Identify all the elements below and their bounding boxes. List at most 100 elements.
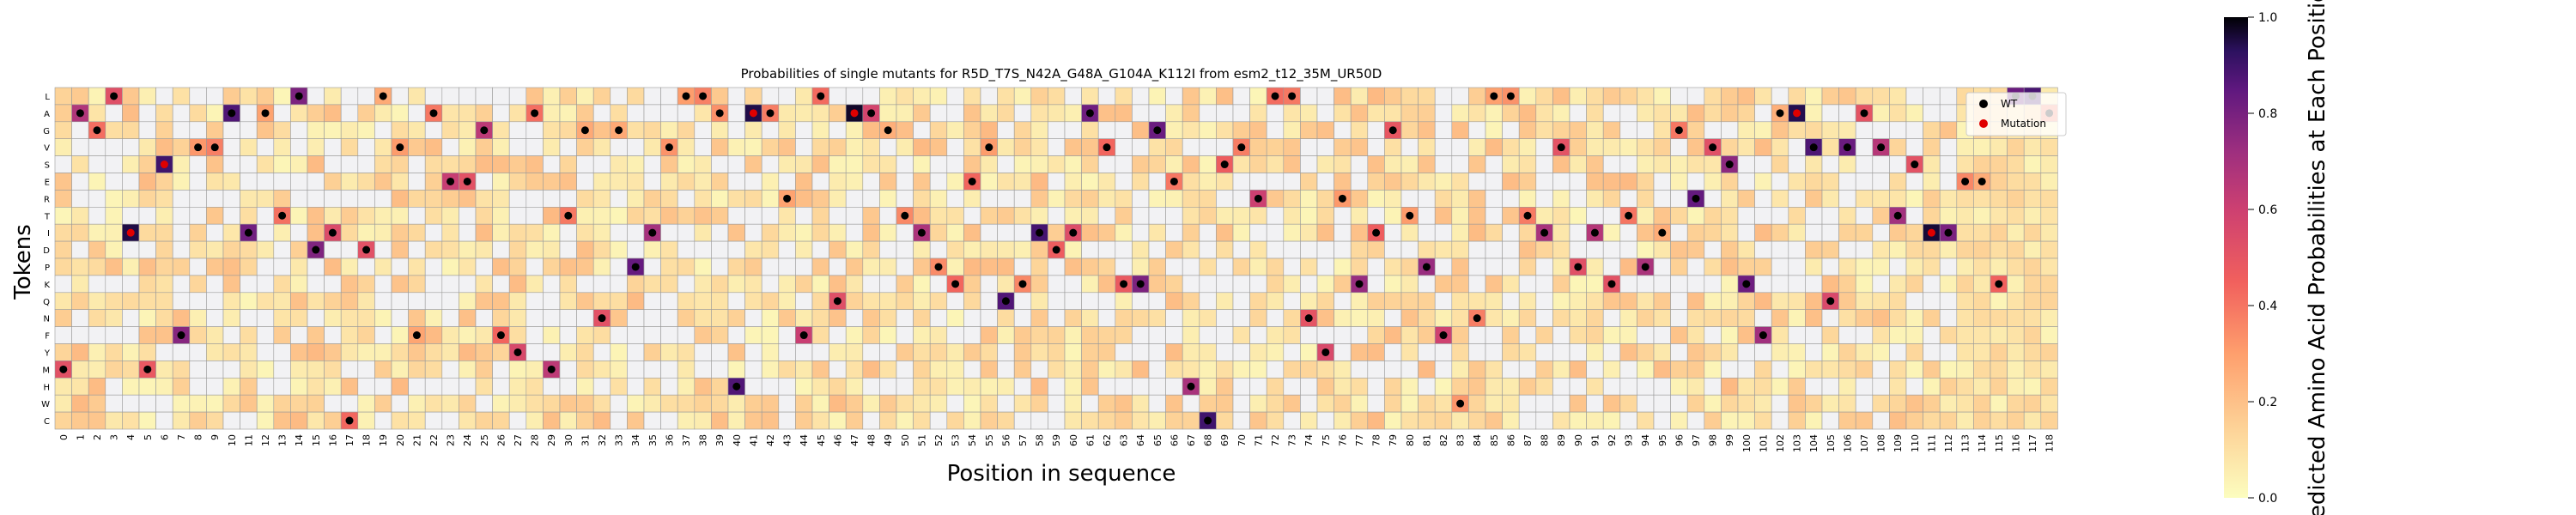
heatmap-cell [508, 223, 527, 242]
heatmap-cell [795, 292, 813, 310]
heatmap-cell [1535, 87, 1553, 106]
wt-marker [1709, 143, 1717, 152]
heatmap-cell [1115, 411, 1133, 430]
heatmap-cell [1148, 190, 1166, 208]
heatmap-cell [374, 190, 392, 208]
heatmap-cell [627, 155, 645, 173]
heatmap-cell [744, 394, 762, 413]
heatmap-cell [610, 258, 628, 276]
heatmap-cell [475, 326, 493, 344]
heatmap-cell [1097, 411, 1116, 430]
heatmap-cell [1199, 275, 1217, 294]
heatmap-cell [391, 121, 409, 140]
heatmap-cell [610, 411, 628, 430]
heatmap-cell [592, 223, 611, 242]
heatmap-cell [290, 121, 308, 140]
heatmap-cell [492, 104, 510, 123]
heatmap-cell [273, 343, 291, 361]
heatmap-cell [2023, 275, 2042, 294]
heatmap-cell [727, 394, 745, 413]
wt-marker [1372, 228, 1381, 237]
heatmap-cell [1148, 87, 1166, 106]
heatmap-cell [1535, 258, 1553, 276]
heatmap-cell [610, 360, 628, 379]
heatmap-cell [1468, 138, 1486, 156]
heatmap-cell [761, 240, 780, 259]
heatmap-cell [1434, 377, 1453, 396]
heatmap-cell [1670, 343, 1688, 361]
heatmap-cell [1266, 275, 1285, 294]
heatmap-cell [761, 292, 780, 310]
heatmap-cell [508, 275, 527, 294]
heatmap-cell [1132, 138, 1150, 156]
heatmap-cell [1973, 207, 1991, 225]
heatmap-cell [1502, 121, 1520, 140]
x-tick-label: 37 [681, 434, 692, 446]
heatmap-cell [627, 104, 645, 123]
heatmap-cell [1013, 411, 1032, 430]
heatmap-cell [1048, 258, 1066, 276]
heatmap-cell [1905, 87, 1923, 106]
heatmap-cell [592, 121, 611, 140]
heatmap-cell [189, 87, 207, 106]
heatmap-cell [441, 190, 459, 208]
heatmap-cell [1316, 411, 1334, 430]
heatmap-cell [1232, 87, 1250, 106]
heatmap-cell [1939, 121, 1958, 140]
heatmap-cell [1990, 138, 2008, 156]
x-tick-label: 65 [1152, 434, 1163, 446]
heatmap-cell [88, 240, 106, 259]
heatmap-cell [795, 138, 813, 156]
heatmap-cell [1889, 411, 1907, 430]
heatmap-cell [122, 190, 140, 208]
heatmap-cell [929, 190, 948, 208]
x-tick-label: 48 [866, 434, 878, 446]
legend-wt-marker [1979, 100, 1988, 108]
heatmap-cell [677, 258, 696, 276]
heatmap-cell [1132, 360, 1150, 379]
heatmap-cell [1030, 207, 1048, 225]
heatmap-cell [1266, 309, 1285, 327]
heatmap-cell [1771, 87, 1789, 106]
heatmap-cell [845, 275, 864, 294]
heatmap-cell [475, 138, 493, 156]
heatmap-cell [1518, 104, 1537, 123]
heatmap-cell [1216, 87, 1234, 106]
heatmap-cell [845, 411, 864, 430]
heatmap-cell [1418, 360, 1436, 379]
heatmap-cell [1586, 394, 1604, 413]
heatmap-cell [357, 258, 375, 276]
heatmap-cell [1586, 292, 1604, 310]
heatmap-cell [1316, 138, 1334, 156]
heatmap-cell [1670, 360, 1688, 379]
heatmap-cell [459, 377, 477, 396]
heatmap-cell [1232, 207, 1250, 225]
heatmap-cell [1855, 292, 1874, 310]
heatmap-cell [1771, 377, 1789, 396]
heatmap-cell [744, 207, 762, 225]
heatmap-cell [862, 411, 880, 430]
heatmap-cell [2007, 309, 2025, 327]
x-tick-labels: 0 1 2 3 4 5 6 7 8 9 10 11 12 13 14 15 16 17 18 19 20 21 22 23 24… [58, 434, 2056, 452]
heatmap-cell [1518, 258, 1537, 276]
heatmap-cell [408, 360, 426, 379]
heatmap-cell [1754, 394, 1772, 413]
heatmap-cell [829, 87, 847, 106]
heatmap-cell [1064, 207, 1082, 225]
heatmap-cell [896, 87, 914, 106]
heatmap-cell [1165, 207, 1183, 225]
legend: WT Mutation [1965, 92, 2067, 136]
heatmap-cell [1805, 173, 1823, 191]
heatmap-cell [1030, 138, 1048, 156]
x-tick-label: 21 [411, 434, 422, 446]
heatmap-cell [1030, 292, 1048, 310]
heatmap-cell [222, 309, 240, 327]
heatmap-cell [459, 190, 477, 208]
wt-marker [1085, 109, 1094, 118]
heatmap-cell [54, 377, 72, 396]
heatmap-cell [54, 155, 72, 173]
heatmap-cell [677, 292, 696, 310]
heatmap-cell [1502, 258, 1520, 276]
heatmap-cell [1013, 87, 1032, 106]
heatmap-cell [155, 258, 173, 276]
